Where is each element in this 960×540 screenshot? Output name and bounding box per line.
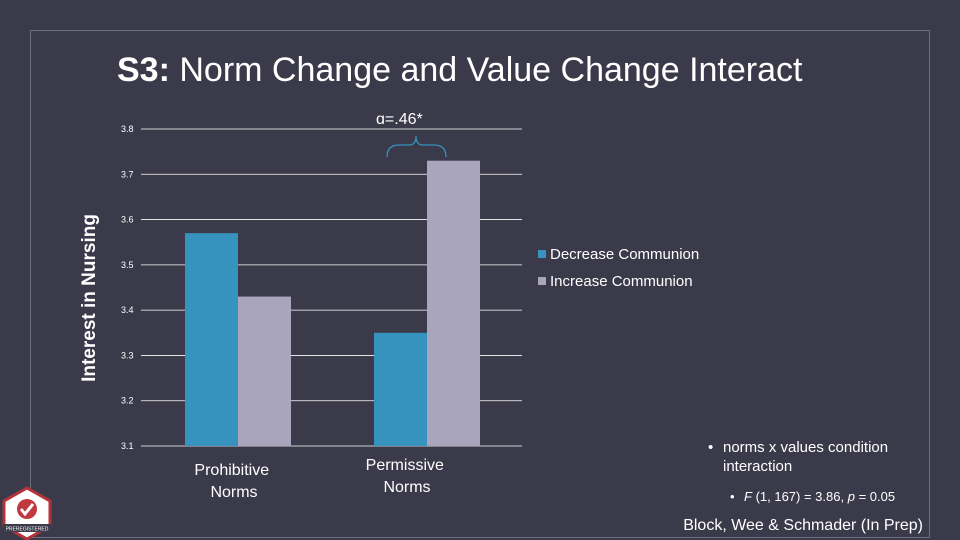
legend-item-increase: Increase Communion <box>538 272 718 291</box>
bars <box>185 160 480 446</box>
note-bullet-text: norms x values condition interaction <box>723 439 889 475</box>
y-tick-label: 3.2 <box>121 396 134 406</box>
slide-title-main: Norm Change and Value Change Interact <box>179 51 803 89</box>
legend-label-decrease: Decrease Communion <box>550 246 700 263</box>
stat-p-symbol: p <box>847 489 855 504</box>
significance-bracket <box>386 135 447 158</box>
slide-title-prefix: S3: <box>117 51 170 89</box>
bar-increase-permissive <box>427 160 480 446</box>
slide-frame <box>30 30 930 538</box>
bar-increase-prohibitive <box>238 296 291 446</box>
y-tick-label: 3.4 <box>121 305 134 315</box>
y-tick-label: 3.8 <box>121 124 134 134</box>
preregistered-badge-icon: PREREGISTERED <box>2 486 52 540</box>
bar-decrease-permissive <box>374 332 427 446</box>
y-tick-label: 3.6 <box>121 215 134 225</box>
y-tick-labels: 3.8 3.7 3.6 3.5 3.4 3.3 3.2 3.1 <box>121 124 134 451</box>
stat-p-value: = 0.05 <box>854 489 896 504</box>
legend-label-increase: Increase Communion <box>550 273 693 290</box>
slide-title: S3: Norm Change and Value Change Interac… <box>117 51 802 90</box>
legend-swatch-increase <box>538 277 546 285</box>
stats-notes: • norms x values condition interaction •… <box>708 438 908 505</box>
legend-swatch-decrease <box>538 250 546 258</box>
significance-annotation: ɑ=.46* <box>376 111 423 128</box>
y-tick-label: 3.7 <box>121 169 134 179</box>
chart-legend: Decrease Communion Increase Communion <box>538 245 718 299</box>
note-sub-bullet: • F (1, 167) = 3.86, p = 0.05 <box>730 488 908 505</box>
legend-item-decrease: Decrease Communion <box>538 245 718 264</box>
y-tick-label: 3.5 <box>121 260 134 270</box>
x-category-label-prohibitive: Prohibitive Norms <box>194 462 273 501</box>
y-tick-label: 3.1 <box>121 441 134 451</box>
citation: Block, Wee & Schmader (In Prep) <box>683 517 923 534</box>
sub-bullet-dot: • <box>730 489 735 504</box>
note-bullet: • norms x values condition interaction <box>708 438 908 476</box>
stat-f-value: (1, 167) = 3.86, <box>751 489 848 504</box>
bar-decrease-prohibitive <box>185 233 238 446</box>
svg-text:PREREGISTERED: PREREGISTERED <box>6 527 49 533</box>
y-tick-label: 3.3 <box>121 350 134 360</box>
bullet-dot: • <box>708 439 714 456</box>
stat-f-symbol: F <box>744 489 752 504</box>
y-axis-label: Interest in Nursing <box>79 214 100 382</box>
x-category-label-permissive: Permissive Norms <box>366 457 449 496</box>
